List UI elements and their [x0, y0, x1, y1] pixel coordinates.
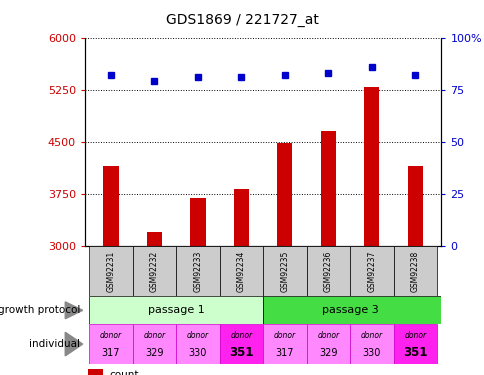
Text: GSM92234: GSM92234 [236, 250, 245, 292]
Text: 330: 330 [362, 348, 380, 358]
Bar [306, 246, 349, 296]
Text: donor: donor [403, 331, 425, 340]
Text: 317: 317 [102, 348, 120, 358]
Bar [363, 87, 378, 246]
Text: 317: 317 [275, 348, 293, 358]
Text: passage 1: passage 1 [148, 305, 204, 315]
Bar [219, 246, 262, 296]
Text: GSM92238: GSM92238 [410, 251, 419, 292]
Text: 351: 351 [402, 346, 426, 359]
Bar [147, 232, 162, 246]
Text: GSM92236: GSM92236 [323, 250, 332, 292]
Bar [176, 324, 219, 364]
Bar [306, 324, 349, 364]
Bar [103, 166, 118, 246]
Text: 329: 329 [145, 348, 163, 358]
Text: donor: donor [317, 331, 339, 340]
Bar [88, 369, 103, 375]
Text: individual: individual [29, 339, 80, 349]
Text: donor: donor [273, 331, 295, 340]
Bar [176, 246, 219, 296]
Text: donor: donor [186, 331, 209, 340]
Bar [262, 296, 440, 324]
Text: 329: 329 [318, 348, 337, 358]
Bar [320, 131, 335, 246]
Text: GSM92235: GSM92235 [280, 250, 289, 292]
Bar [393, 246, 436, 296]
Text: passage 3: passage 3 [321, 305, 378, 315]
Text: 330: 330 [188, 348, 207, 358]
Bar [133, 246, 176, 296]
Bar [349, 246, 393, 296]
Bar [393, 324, 436, 364]
Bar [190, 198, 205, 246]
Bar [262, 324, 306, 364]
Text: donor: donor [230, 331, 252, 340]
Bar [133, 324, 176, 364]
Text: GSM92237: GSM92237 [366, 250, 376, 292]
Text: GDS1869 / 221727_at: GDS1869 / 221727_at [166, 13, 318, 27]
Bar [349, 324, 393, 364]
Bar [262, 246, 306, 296]
Text: GSM92233: GSM92233 [193, 250, 202, 292]
Bar [89, 246, 133, 296]
Text: donor: donor [360, 331, 382, 340]
Bar [407, 166, 422, 246]
Bar [219, 324, 262, 364]
Text: donor: donor [100, 331, 122, 340]
Bar [233, 189, 248, 246]
Text: GSM92231: GSM92231 [106, 251, 115, 292]
Bar [89, 324, 133, 364]
Text: donor: donor [143, 331, 165, 340]
Text: count: count [109, 370, 139, 375]
Polygon shape [65, 302, 82, 319]
Text: growth protocol: growth protocol [0, 305, 80, 315]
Polygon shape [65, 332, 82, 356]
Text: 351: 351 [228, 346, 253, 359]
Bar [277, 143, 292, 246]
Text: GSM92232: GSM92232 [150, 251, 159, 292]
Bar [89, 296, 262, 324]
